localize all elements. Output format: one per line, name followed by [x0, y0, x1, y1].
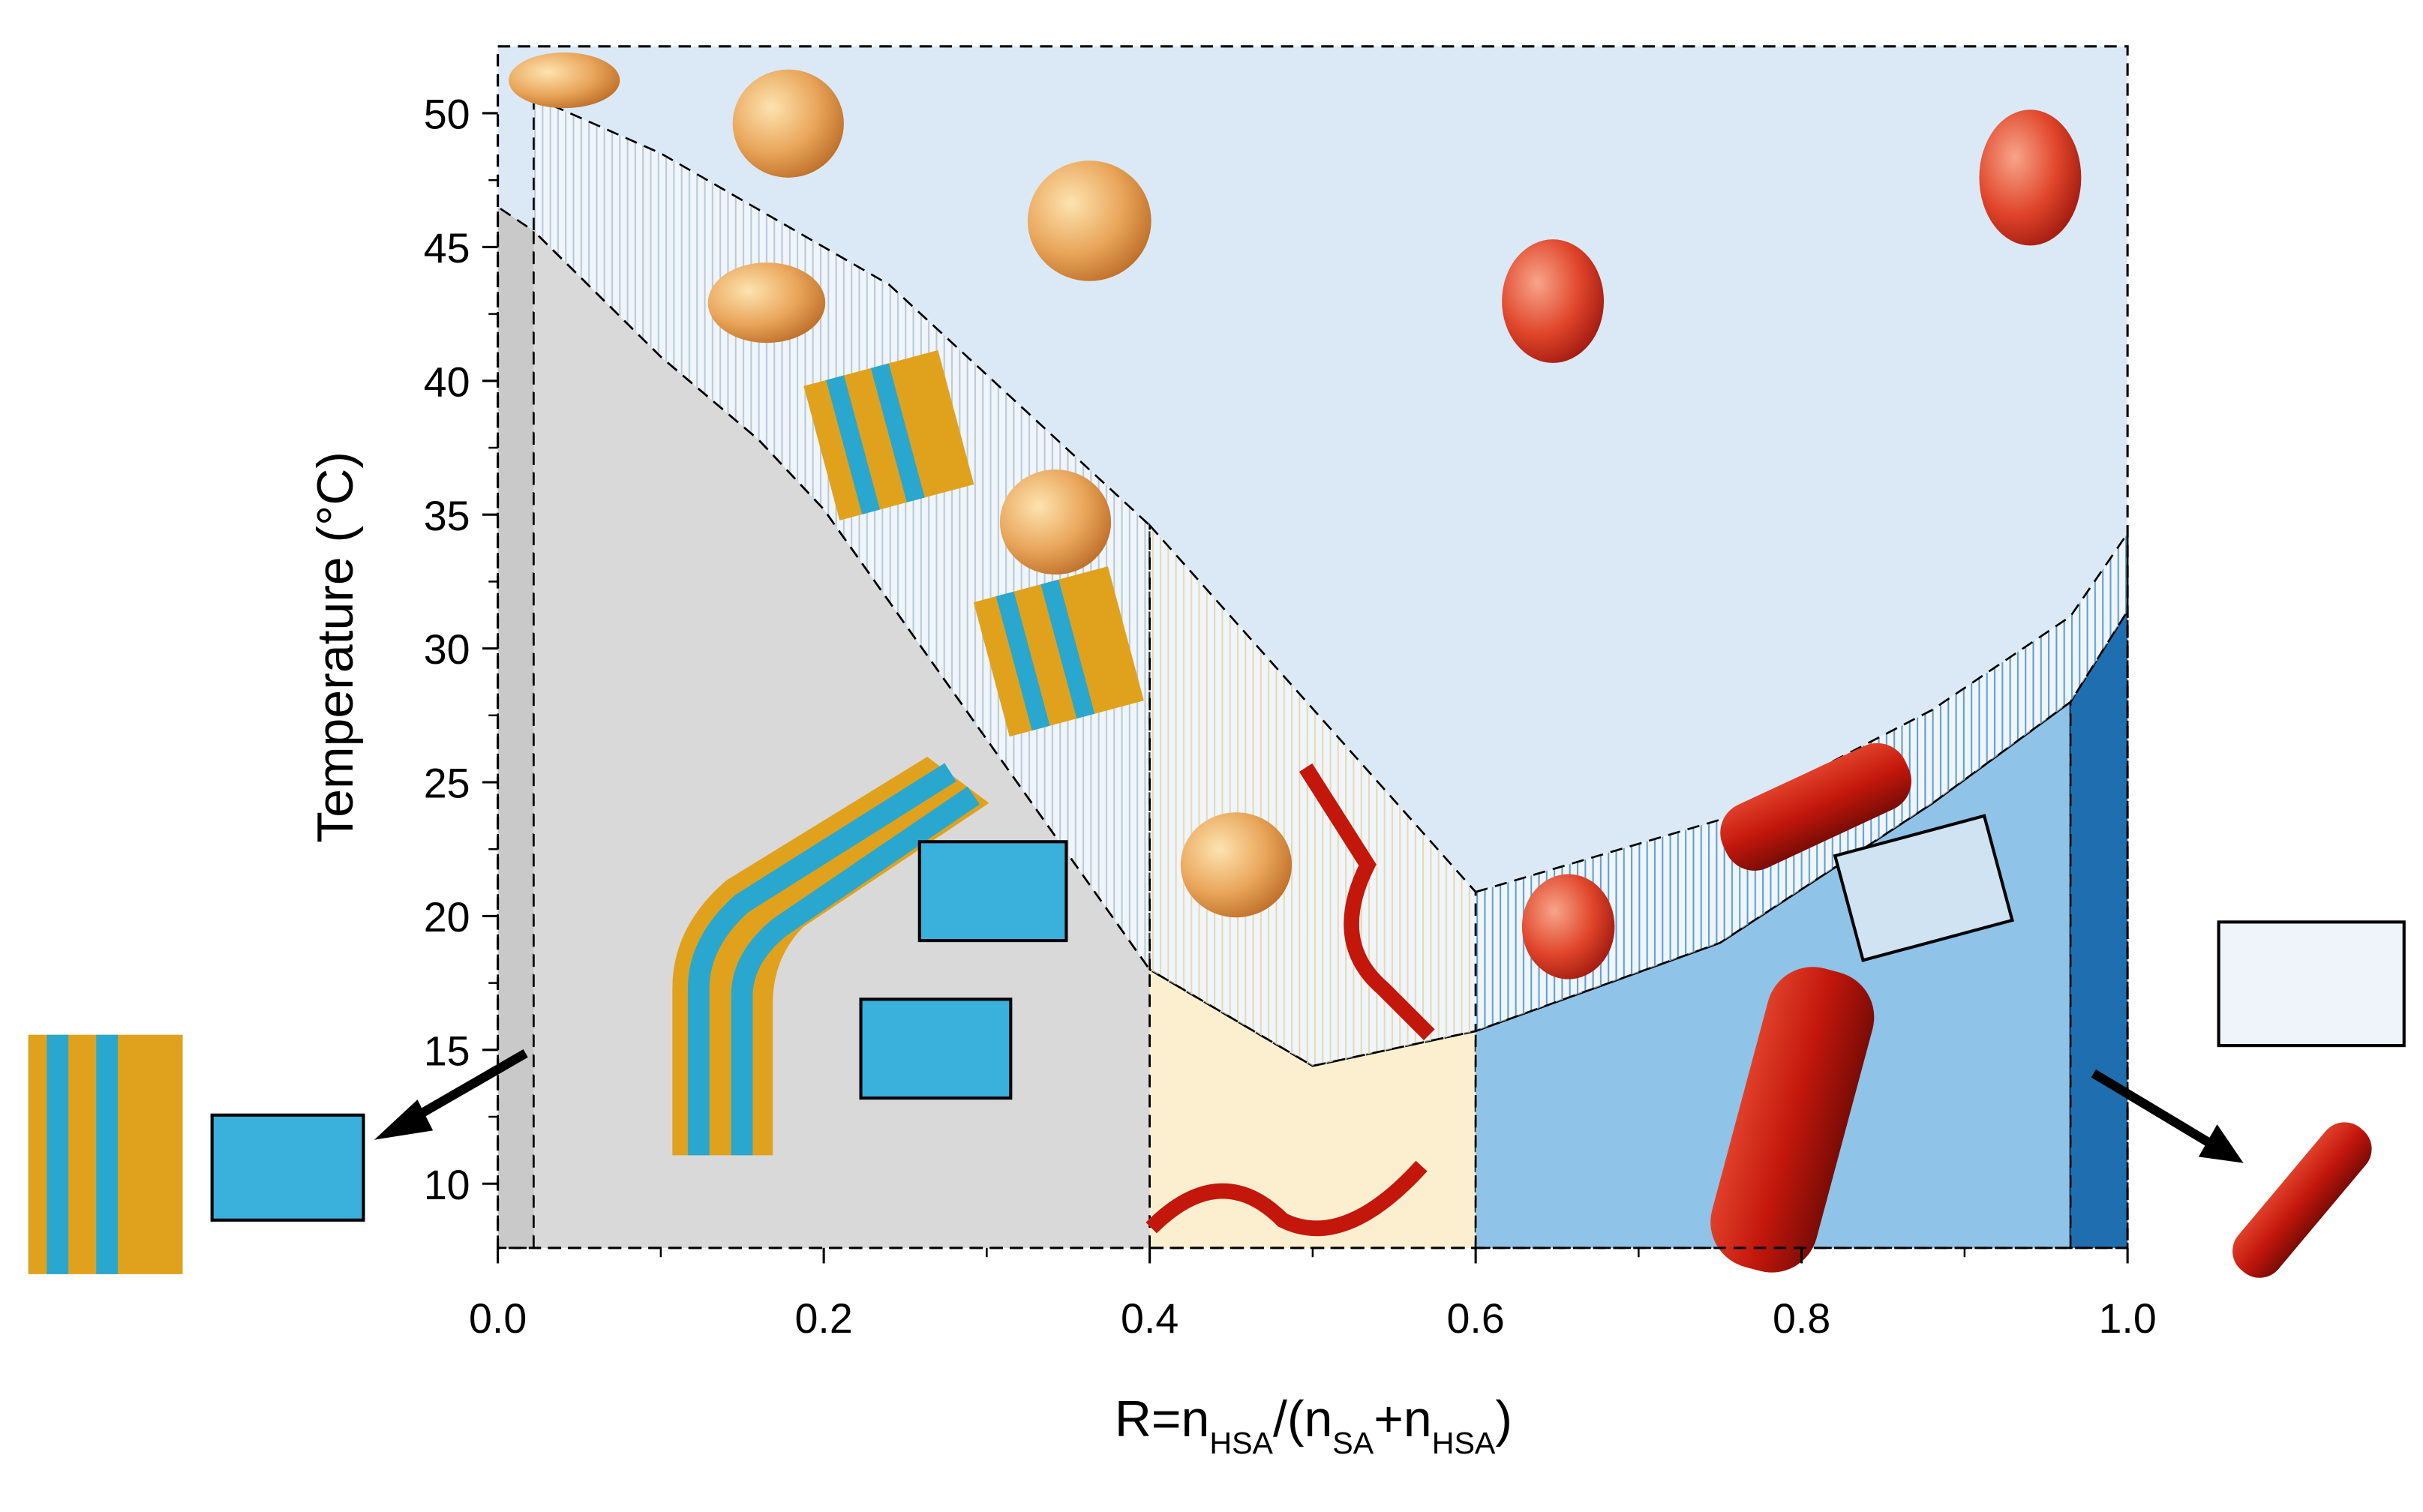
y-tick-label: 30 [424, 626, 470, 673]
x-axis-label-part: +n [1374, 1390, 1431, 1448]
y-tick-label: 50 [424, 92, 470, 138]
x-tick-label: 0.2 [794, 1295, 852, 1342]
lamellae [803, 350, 974, 520]
inset [2217, 920, 2406, 1048]
x-tick-label: 0.8 [1773, 1295, 1830, 1342]
y-tick-label: 25 [424, 760, 470, 807]
x-axis-label-part: HSA [1432, 1426, 1496, 1460]
micelle [1027, 160, 1151, 281]
x-axis-label-part: HSA [1209, 1426, 1273, 1460]
phase-region [1148, 522, 1477, 1067]
x-axis-label-part: ) [1495, 1390, 1512, 1448]
micelle [509, 52, 620, 109]
lamellae [28, 1034, 365, 1274]
phase-region [497, 205, 535, 1250]
x-tick-label: 1.0 [2098, 1295, 2156, 1342]
phase-region [533, 95, 1151, 973]
micelle [1521, 874, 1615, 980]
fiber [1299, 763, 1435, 1040]
fiber [1145, 1160, 1428, 1237]
illustrations [28, 52, 2406, 1278]
y-axis-label: Temperature (°C) [307, 452, 364, 843]
x-axis-label: R=nHSA/(nSA+nHSA) [1115, 1390, 1512, 1460]
micelle [732, 69, 844, 178]
x-tick-label: 0.4 [1121, 1295, 1178, 1342]
arrow-head [374, 1100, 434, 1140]
y-tick-label: 15 [424, 1028, 470, 1074]
inset [1833, 814, 2014, 962]
micelle [1979, 110, 2082, 246]
micelle [1180, 812, 1293, 918]
phase-region [2069, 607, 2129, 1250]
cylinder [2232, 1122, 2372, 1278]
axes: 0.0 0.2 0.4 0.6 0.8 1.0 10 15 20 25 30 35 40 45 50 [424, 92, 2157, 1342]
x-axis-label-part: SA [1332, 1426, 1374, 1460]
lamellae [672, 757, 1068, 1156]
y-tick-label: 10 [424, 1162, 470, 1208]
arrow [2091, 1069, 2220, 1152]
cylinder [1720, 742, 1911, 871]
arrow-head [2198, 1124, 2244, 1163]
y-tick-label: 40 [424, 358, 470, 405]
y-tick-label: 45 [424, 225, 470, 272]
arrow [402, 1049, 528, 1127]
micelle [999, 470, 1112, 575]
y-tick-label: 35 [424, 493, 470, 539]
y-tick-label: 20 [424, 894, 470, 940]
x-tick-label: 0.6 [1446, 1295, 1504, 1342]
x-tick-label: 0.0 [469, 1295, 527, 1342]
cylinder [1710, 967, 1875, 1273]
x-axis-label-part: R=n [1115, 1390, 1210, 1448]
x-axis-label-part: /(n [1273, 1390, 1332, 1448]
micelle [1502, 239, 1605, 363]
lamellae [973, 566, 1144, 737]
micelle [707, 262, 826, 344]
